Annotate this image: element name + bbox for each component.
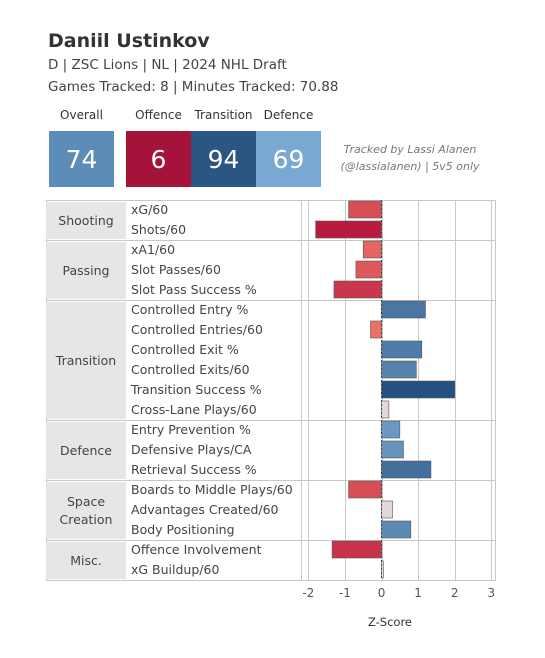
player-name: Daniil Ustinkov bbox=[48, 30, 210, 52]
metric-label: Controlled Exits/60 bbox=[131, 362, 250, 377]
metric-label: Entry Prevention % bbox=[131, 422, 251, 437]
bar bbox=[381, 520, 412, 539]
metric-label: Defensive Plays/CA bbox=[131, 442, 252, 457]
score-label-defence: Defence bbox=[263, 108, 314, 122]
bar bbox=[381, 340, 423, 359]
bar bbox=[381, 380, 456, 399]
metric-label: Shots/60 bbox=[131, 222, 187, 237]
category-label: Misc. bbox=[46, 542, 126, 579]
tracked-note-line1: Tracked by Lassi Alanen bbox=[343, 143, 477, 156]
bar bbox=[381, 440, 404, 459]
score-overall: 74 bbox=[49, 131, 114, 187]
bar bbox=[331, 540, 382, 559]
bar bbox=[381, 500, 393, 519]
gridline-x bbox=[491, 200, 493, 580]
score-label-transition: Transition bbox=[194, 108, 253, 122]
metric-label: xG Buildup/60 bbox=[131, 562, 220, 577]
metric-label: Retrieval Success % bbox=[131, 462, 257, 477]
metric-label: Body Positioning bbox=[131, 522, 235, 537]
metric-label: Advantages Created/60 bbox=[131, 502, 279, 517]
metric-label: Slot Passes/60 bbox=[131, 262, 221, 277]
metric-label: Cross-Lane Plays/60 bbox=[131, 402, 257, 417]
bar bbox=[381, 300, 426, 319]
gridline-x bbox=[344, 200, 346, 580]
group-divider bbox=[46, 300, 495, 301]
metric-label: Slot Pass Success % bbox=[131, 282, 257, 297]
bar bbox=[355, 260, 382, 279]
bar bbox=[381, 420, 401, 439]
metric-label: xA1/60 bbox=[131, 242, 176, 257]
metric-divider bbox=[301, 200, 302, 580]
x-tick-label: 2 bbox=[450, 586, 459, 600]
category-label: Passing bbox=[46, 242, 126, 299]
group-divider bbox=[46, 240, 495, 241]
x-tick-label: 1 bbox=[414, 586, 422, 600]
metric-label: Controlled Entries/60 bbox=[131, 322, 263, 337]
x-tick-label: -2 bbox=[302, 586, 315, 600]
score-label-overall: Overall bbox=[60, 108, 103, 122]
bar bbox=[381, 400, 390, 419]
score-label-offence: Offence bbox=[135, 108, 182, 122]
bar bbox=[381, 360, 417, 379]
category-label: Defence bbox=[46, 422, 126, 479]
metric-label: Transition Success % bbox=[131, 382, 262, 397]
x-tick-label: 0 bbox=[377, 586, 386, 600]
x-tick-label: -1 bbox=[338, 586, 351, 600]
frame-top bbox=[46, 200, 495, 201]
bar bbox=[348, 480, 382, 499]
bar bbox=[362, 240, 382, 259]
category-label: Shooting bbox=[46, 202, 126, 239]
gridline-x bbox=[454, 200, 456, 580]
player-info: D | ZSC Lions | NL | 2024 NHL Draft bbox=[48, 57, 287, 73]
metric-label: xG/60 bbox=[131, 202, 169, 217]
group-divider bbox=[46, 420, 495, 421]
bar bbox=[315, 220, 382, 239]
score-offence: 6 bbox=[126, 131, 191, 187]
metric-label: Controlled Entry % bbox=[131, 302, 249, 317]
bar bbox=[370, 320, 382, 339]
category-label: Space Creation bbox=[46, 482, 126, 539]
tracked-note-line2: (@lassialanen) | 5v5 only bbox=[340, 160, 480, 173]
frame-bottom bbox=[46, 580, 495, 581]
group-divider bbox=[46, 540, 495, 541]
axis-title: Z-Score bbox=[367, 615, 413, 629]
group-divider bbox=[46, 480, 495, 481]
score-transition: 94 bbox=[191, 131, 256, 187]
bar bbox=[348, 200, 382, 219]
category-label: Transition bbox=[46, 302, 126, 419]
gridline-x bbox=[308, 200, 310, 580]
bar bbox=[381, 460, 432, 479]
metric-label: Boards to Middle Plays/60 bbox=[131, 482, 293, 497]
score-defence: 69 bbox=[256, 131, 321, 187]
frame-right bbox=[495, 200, 496, 581]
metric-label: Offence Involvement bbox=[131, 542, 262, 557]
x-tick-label: 3 bbox=[487, 586, 496, 600]
bar bbox=[333, 280, 382, 299]
metric-label: Controlled Exit % bbox=[131, 342, 239, 357]
tracking-info: Games Tracked: 8 | Minutes Tracked: 70.8… bbox=[48, 79, 339, 95]
